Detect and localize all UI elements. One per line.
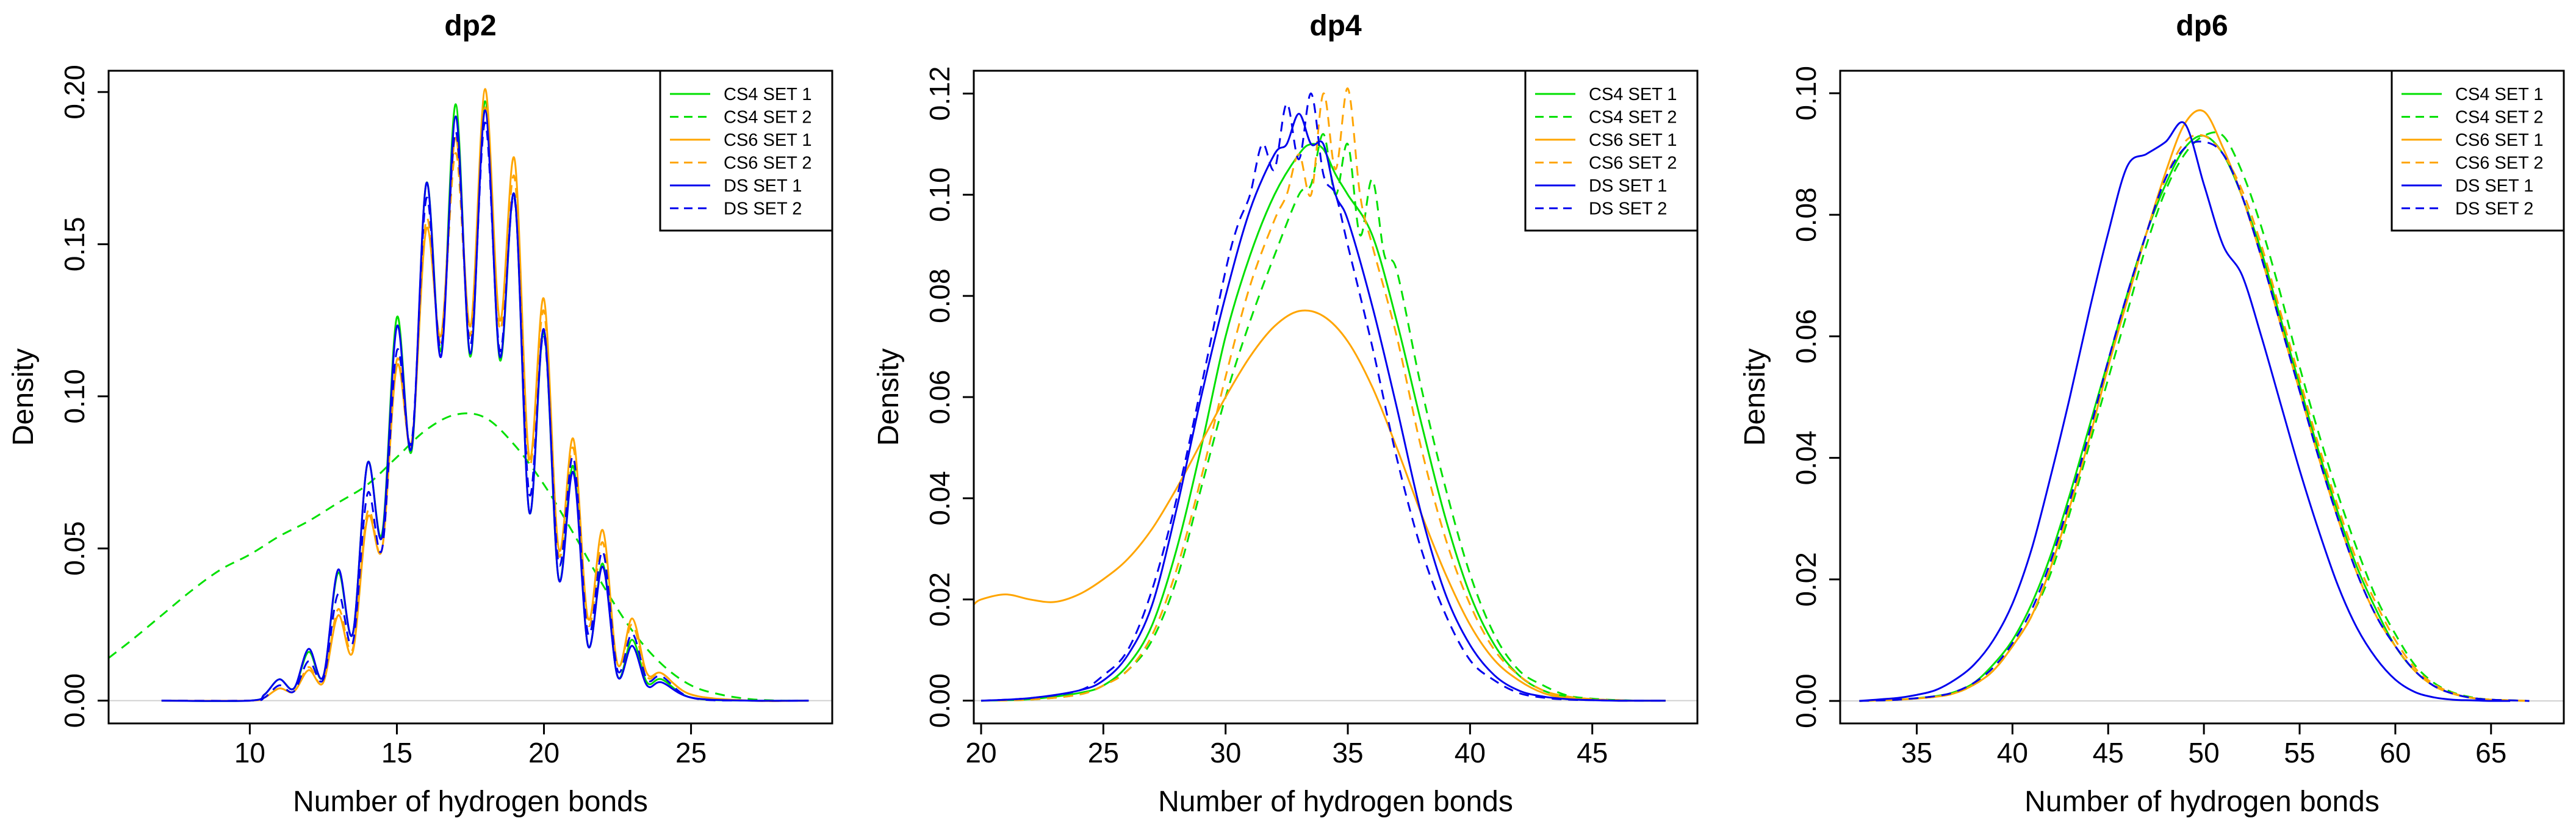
legend-label: CS6 SET 2	[724, 154, 812, 173]
legend-label: CS6 SET 2	[2455, 154, 2544, 173]
x-tick-label: 45	[2093, 737, 2124, 769]
legend-box	[659, 70, 833, 232]
x-tick-label: 10	[234, 737, 265, 769]
chart-title: dp6	[2176, 10, 2228, 42]
legend-label: DS SET 1	[724, 176, 802, 196]
x-tick-label: 25	[675, 737, 707, 769]
legend-label: DS SET 2	[2455, 199, 2533, 219]
y-tick-label: 0.08	[1790, 187, 1822, 242]
legend-label: DS SET 1	[2455, 176, 2533, 196]
legend-label: CS4 SET 1	[724, 85, 812, 104]
x-tick-label: 65	[2475, 737, 2506, 769]
legend: CS4 SET 1 CS4 SET 2 CS6 SET 1 CS6 SET 2 DS S…	[2391, 70, 2565, 232]
y-tick-label: 0.10	[59, 369, 90, 424]
x-axis-label: Number of hydrogen bonds	[1158, 786, 1513, 818]
panel-dp4: dp4 20 25 30 35 40 45 Number of hydrogen bonds 0…	[872, 10, 1699, 818]
y-tick-label: 0.04	[924, 471, 955, 526]
y-tick-label: 0.15	[59, 217, 90, 272]
legend-label: CS6 SET 1	[724, 131, 812, 150]
series-line	[980, 133, 1666, 702]
series-line	[980, 112, 1666, 702]
x-tick-label: 30	[1210, 737, 1241, 769]
y-tick-label: 0.04	[1790, 431, 1822, 486]
legend: CS4 SET 1 CS4 SET 2 CS6 SET 1 CS6 SET 2 DS S…	[659, 70, 833, 232]
series-line	[1859, 131, 2530, 702]
series-line	[1859, 134, 2530, 702]
chart-title: dp2	[444, 10, 496, 42]
y-tick-label: 0.06	[1790, 309, 1822, 364]
series-line	[1859, 121, 2511, 702]
y-tick-label: 0.20	[59, 65, 90, 120]
legend-label: DS SET 2	[724, 199, 802, 219]
legend-label: CS4 SET 1	[1589, 85, 1677, 104]
y-tick-label: 0.08	[924, 268, 955, 323]
series-line	[1859, 140, 2530, 702]
legend-label: CS4 SET 2	[1589, 108, 1677, 127]
series-group	[1859, 109, 2530, 702]
legend-label: CS4 SET 2	[2455, 108, 2544, 127]
y-tick-label: 0.10	[1790, 66, 1822, 121]
x-tick-label: 35	[1901, 737, 1932, 769]
y-tick-label: 0.02	[1790, 552, 1822, 607]
series-group	[109, 88, 809, 702]
y-tick-label: 0.02	[924, 572, 955, 627]
series-line	[161, 88, 809, 702]
x-axis-label: Number of hydrogen bonds	[2024, 786, 2380, 818]
series-line	[980, 143, 1666, 702]
y-tick-label: 0.12	[924, 66, 955, 121]
x-tick-label: 55	[2284, 737, 2315, 769]
x-tick-label: 20	[965, 737, 996, 769]
y-axis-label: Density	[1739, 348, 1771, 446]
series-group	[974, 87, 1666, 702]
legend-label: CS6 SET 1	[1589, 131, 1677, 150]
x-tick-label: 50	[2189, 737, 2220, 769]
x-tick-label: 40	[1997, 737, 2028, 769]
y-tick-label: 0.05	[59, 521, 90, 576]
y-tick-label: 0.10	[924, 167, 955, 222]
x-tick-label: 60	[2380, 737, 2411, 769]
y-tick-label: 0.00	[1790, 673, 1822, 728]
y-axis-label: Density	[7, 348, 40, 446]
legend-label: CS6 SET 1	[2455, 131, 2544, 150]
y-tick-label: 0.06	[924, 370, 955, 425]
series-line	[109, 412, 809, 702]
series-line	[974, 309, 1666, 702]
y-tick-label: 0.00	[59, 673, 90, 728]
chart-title: dp4	[1309, 10, 1362, 42]
panel-dp2: dp2 10 15 20 25 Number of hydrogen bonds 0.00 0…	[7, 10, 833, 818]
series-line	[980, 87, 1666, 702]
x-tick-label: 25	[1088, 737, 1119, 769]
legend-label: DS SET 2	[1589, 199, 1667, 219]
legend-label: CS4 SET 1	[2455, 85, 2544, 104]
legend: CS4 SET 1 CS4 SET 2 CS6 SET 1 CS6 SET 2 DS S…	[1524, 70, 1699, 232]
legend-label: DS SET 1	[1589, 176, 1667, 196]
x-tick-label: 35	[1332, 737, 1363, 769]
x-tick-label: 45	[1577, 737, 1608, 769]
series-line	[980, 92, 1666, 702]
legend-label: CS6 SET 2	[1589, 154, 1677, 173]
y-tick-label: 0.00	[924, 673, 955, 728]
legend-box	[1524, 70, 1699, 232]
legend-box	[2391, 70, 2565, 232]
x-tick-label: 40	[1455, 737, 1486, 769]
panel-dp6: dp6 35 40 45 50 55 60 65 Number of hydrogen bond…	[1739, 10, 2565, 818]
legend-label: CS4 SET 2	[724, 108, 812, 127]
x-axis-label: Number of hydrogen bonds	[293, 786, 648, 818]
x-tick-label: 20	[528, 737, 559, 769]
x-tick-label: 15	[381, 737, 412, 769]
y-axis-label: Density	[872, 348, 905, 446]
